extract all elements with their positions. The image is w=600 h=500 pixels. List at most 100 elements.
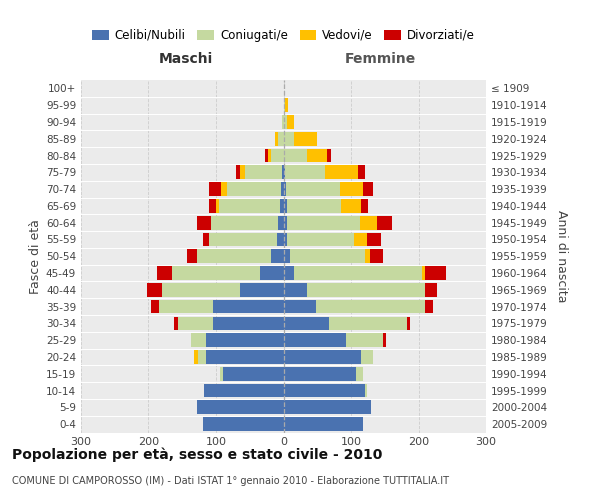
- Bar: [284, 166, 285, 179]
- Bar: [239, 283, 284, 296]
- Bar: [204, 384, 284, 398]
- Bar: [383, 334, 386, 347]
- Bar: [360, 216, 377, 230]
- Bar: [365, 250, 370, 263]
- Bar: [203, 232, 209, 246]
- Bar: [287, 232, 355, 246]
- Bar: [316, 300, 425, 314]
- Bar: [325, 166, 358, 179]
- Bar: [197, 250, 271, 263]
- Bar: [178, 316, 212, 330]
- Y-axis label: Fasce di età: Fasce di età: [29, 219, 42, 294]
- Bar: [329, 316, 407, 330]
- Bar: [284, 148, 307, 162]
- Text: Femmine: Femmine: [345, 52, 416, 66]
- Bar: [407, 316, 410, 330]
- Bar: [358, 166, 365, 179]
- Bar: [282, 115, 284, 129]
- Bar: [284, 367, 356, 380]
- Bar: [293, 132, 317, 145]
- Bar: [361, 199, 368, 213]
- Bar: [212, 300, 284, 314]
- Bar: [203, 417, 284, 431]
- Bar: [328, 148, 331, 162]
- Bar: [268, 148, 271, 162]
- Bar: [287, 115, 293, 129]
- Bar: [191, 334, 206, 347]
- Bar: [245, 166, 282, 179]
- Bar: [198, 350, 206, 364]
- Bar: [284, 350, 361, 364]
- Bar: [363, 182, 373, 196]
- Bar: [271, 148, 284, 162]
- Bar: [355, 232, 367, 246]
- Bar: [425, 300, 433, 314]
- Text: Popolazione per età, sesso e stato civile - 2010: Popolazione per età, sesso e stato civil…: [12, 448, 382, 462]
- Bar: [285, 166, 325, 179]
- Bar: [281, 182, 284, 196]
- Bar: [151, 300, 158, 314]
- Bar: [365, 384, 367, 398]
- Bar: [284, 182, 286, 196]
- Bar: [158, 300, 212, 314]
- Bar: [284, 283, 307, 296]
- Bar: [284, 417, 363, 431]
- Bar: [239, 166, 245, 179]
- Bar: [284, 98, 285, 112]
- Bar: [284, 266, 293, 280]
- Bar: [284, 216, 287, 230]
- Bar: [174, 316, 178, 330]
- Bar: [286, 182, 340, 196]
- Bar: [284, 400, 371, 414]
- Bar: [209, 182, 221, 196]
- Bar: [223, 367, 284, 380]
- Bar: [194, 350, 198, 364]
- Bar: [284, 316, 329, 330]
- Bar: [284, 250, 290, 263]
- Bar: [282, 166, 284, 179]
- Bar: [278, 216, 284, 230]
- Y-axis label: Anni di nascita: Anni di nascita: [554, 210, 568, 302]
- Bar: [284, 384, 365, 398]
- Bar: [220, 199, 280, 213]
- Bar: [157, 266, 172, 280]
- Bar: [341, 199, 361, 213]
- Bar: [220, 367, 223, 380]
- Bar: [361, 350, 373, 364]
- Bar: [162, 283, 239, 296]
- Bar: [216, 199, 220, 213]
- Bar: [287, 199, 341, 213]
- Bar: [285, 98, 288, 112]
- Text: Maschi: Maschi: [159, 52, 214, 66]
- Bar: [356, 367, 363, 380]
- Bar: [367, 232, 382, 246]
- Bar: [197, 216, 211, 230]
- Text: COMUNE DI CAMPOROSSO (IM) - Dati ISTAT 1° gennaio 2010 - Elaborazione TUTTITALIA: COMUNE DI CAMPOROSSO (IM) - Dati ISTAT 1…: [12, 476, 449, 486]
- Bar: [290, 250, 365, 263]
- Bar: [209, 232, 277, 246]
- Bar: [425, 266, 446, 280]
- Legend: Celibi/Nubili, Coniugati/e, Vedovi/e, Divorziati/e: Celibi/Nubili, Coniugati/e, Vedovi/e, Di…: [88, 24, 479, 46]
- Bar: [346, 334, 383, 347]
- Bar: [227, 182, 281, 196]
- Bar: [172, 266, 260, 280]
- Bar: [293, 266, 422, 280]
- Bar: [284, 232, 287, 246]
- Bar: [206, 350, 284, 364]
- Bar: [211, 216, 278, 230]
- Bar: [284, 199, 287, 213]
- Bar: [284, 132, 293, 145]
- Bar: [280, 199, 284, 213]
- Bar: [277, 232, 284, 246]
- Bar: [422, 266, 425, 280]
- Bar: [284, 115, 287, 129]
- Bar: [271, 250, 284, 263]
- Bar: [260, 266, 284, 280]
- Bar: [284, 300, 316, 314]
- Bar: [236, 166, 239, 179]
- Bar: [287, 216, 360, 230]
- Bar: [221, 182, 227, 196]
- Bar: [340, 182, 363, 196]
- Bar: [209, 199, 216, 213]
- Bar: [206, 334, 284, 347]
